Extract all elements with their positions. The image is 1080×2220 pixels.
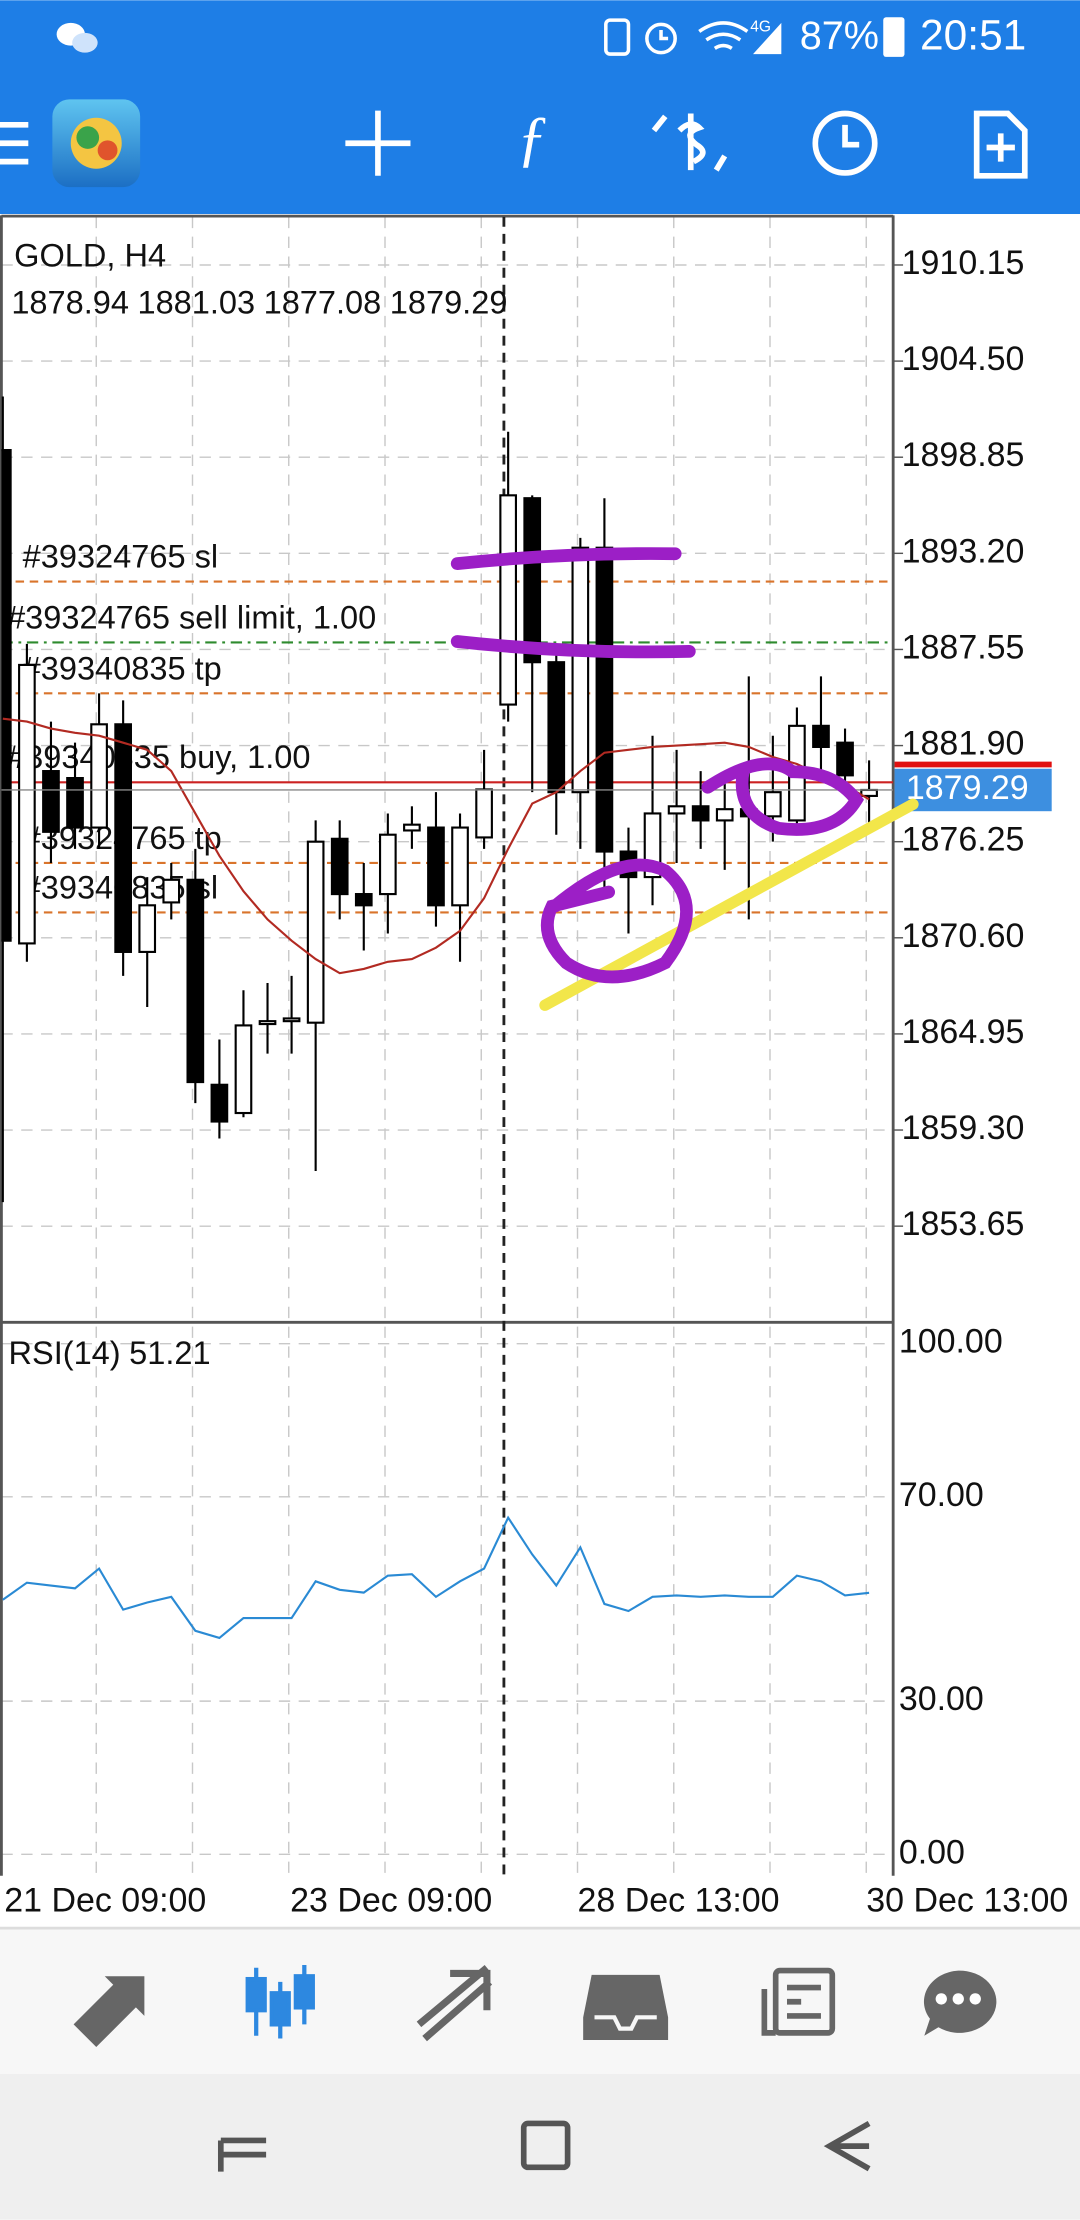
candle-body	[282, 1017, 301, 1023]
quotes-tab[interactable]	[73, 1976, 145, 2048]
candle-body	[595, 546, 614, 853]
candle-body	[571, 546, 590, 794]
symbol-label: GOLD, H4	[14, 237, 166, 273]
candle-body	[354, 893, 373, 907]
candle-body	[836, 741, 854, 777]
battery-level: 87%	[800, 14, 879, 58]
recents-button[interactable]	[217, 2137, 267, 2172]
candle-body	[763, 791, 782, 818]
clock: 20:51	[920, 12, 1026, 59]
y-tick-label: 1898.85	[902, 436, 1025, 474]
rsi-name: RSI(14)	[8, 1334, 120, 1370]
candle-body	[42, 770, 60, 833]
y-tick-label: 1887.55	[902, 628, 1025, 666]
moving-average	[2, 717, 870, 975]
trade-button[interactable]	[651, 113, 728, 172]
nav-bar	[0, 2073, 1080, 2220]
y-tick-label: 1876.25	[902, 821, 1025, 859]
x-tick-label: 23 Dec 09:00	[290, 1882, 492, 1920]
app-logo[interactable]	[52, 99, 141, 188]
order-label: #39340835 tp	[23, 650, 222, 686]
y-tick-label: 1904.50	[902, 340, 1025, 378]
candle-body	[258, 1020, 277, 1026]
news-tab[interactable]	[761, 1967, 836, 2036]
candle-body	[451, 826, 469, 907]
ohlc-low: 1877.08	[264, 284, 382, 320]
indicators-button[interactable]: ƒ	[517, 105, 548, 173]
candle-body	[378, 833, 397, 896]
candle-body	[138, 904, 157, 953]
chat-tab[interactable]	[923, 1970, 997, 2036]
ohlc-open: 1878.94	[11, 284, 129, 320]
x-tick-label: 30 Dec 13:00	[866, 1882, 1068, 1920]
candle-body	[427, 826, 445, 907]
candle-body	[1, 449, 12, 942]
rsi-label: RSI(14) 51.21	[8, 1334, 210, 1370]
wechat-icon	[56, 22, 98, 53]
timeframe-button[interactable]	[812, 110, 878, 176]
axes: 1910.15 1904.50 1898.85 1893.20 1887.55 1881.…	[4, 244, 1068, 1920]
y-tick-label: 1853.65	[902, 1205, 1025, 1243]
candle-body	[691, 805, 710, 822]
y-tick-label: 1870.60	[902, 917, 1025, 955]
candle-body	[547, 661, 566, 794]
rsi-tick-label: 70.00	[899, 1476, 984, 1514]
candle-body	[114, 723, 132, 953]
drawing	[450, 547, 919, 1011]
chart-tab[interactable]	[245, 1964, 315, 2039]
candle-body	[162, 878, 181, 904]
candle-body	[330, 837, 349, 896]
candle-body	[499, 494, 517, 706]
network-type: 4G	[750, 18, 771, 35]
rsi-tick-label: 30.00	[899, 1680, 984, 1718]
x-tick-label: 21 Dec 09:00	[4, 1882, 206, 1920]
rsi-tick-label: 100.00	[899, 1323, 1003, 1361]
history-tab[interactable]	[583, 1974, 669, 2040]
home-button[interactable]	[520, 2120, 571, 2171]
menu-button[interactable]	[0, 122, 29, 165]
trade-tab[interactable]	[416, 1965, 493, 2042]
order-label: #39324765 sl	[23, 539, 218, 575]
candle-body	[210, 1083, 229, 1123]
candle-body	[234, 1024, 253, 1115]
candle-body	[90, 723, 108, 829]
candle-body	[812, 724, 830, 748]
ohlc-high: 1881.03	[137, 284, 255, 320]
candle-body	[403, 823, 421, 832]
candle-body	[715, 808, 734, 822]
ohlc-close: 1879.29	[390, 284, 508, 320]
y-tick-label: 1881.90	[902, 725, 1025, 763]
candle-body	[667, 805, 686, 815]
x-tick-label: 28 Dec 13:00	[578, 1882, 780, 1920]
candle-body	[186, 878, 205, 1084]
chart-frame	[0, 214, 895, 1876]
y-tick-label: 1893.20	[902, 532, 1025, 570]
candle-body	[306, 840, 325, 1024]
rsi-value: 51.21	[129, 1334, 210, 1370]
order-label: #39340835 buy, 1.00	[7, 739, 310, 775]
y-tick-label: 1859.30	[902, 1109, 1025, 1147]
y-tick-label: 1910.15	[902, 244, 1025, 282]
candle-body	[523, 497, 542, 664]
back-button[interactable]	[823, 2121, 871, 2172]
candle-body	[475, 788, 493, 839]
price-tag	[894, 768, 1052, 812]
candle-body	[66, 776, 84, 829]
rsi-line	[2, 1515, 870, 1640]
y-tick-label: 1864.95	[902, 1013, 1025, 1051]
tab-bar	[0, 1928, 1080, 2074]
ohlc-label: 1878.94 1881.03 1877.08 1879.29	[11, 284, 507, 320]
rsi-plot	[2, 1515, 870, 1640]
rsi-tick-label: 0.00	[899, 1833, 965, 1871]
new-order-button[interactable]	[973, 110, 1028, 179]
candle-body	[18, 663, 36, 945]
price-tag-label: 1879.29	[906, 769, 1029, 807]
order-label: #39324765 sell limit, 1.00	[7, 599, 376, 635]
crosshair-button[interactable]	[345, 110, 411, 176]
